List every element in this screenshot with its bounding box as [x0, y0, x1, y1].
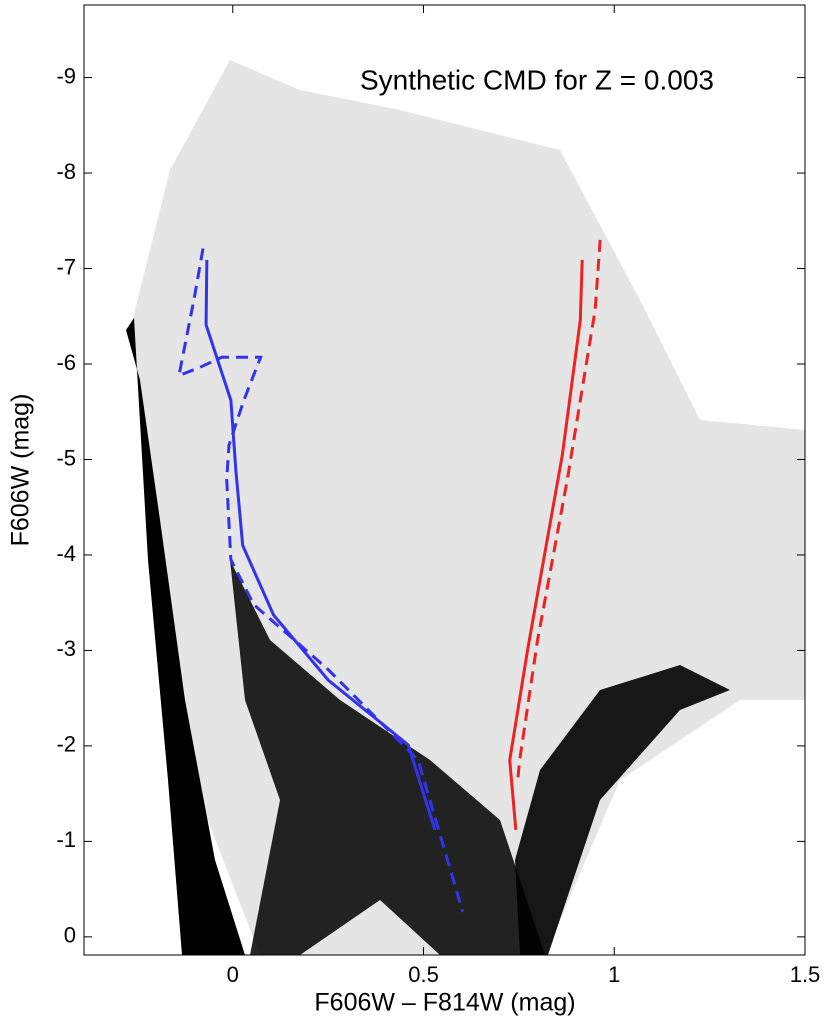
y-tick-label: -8	[56, 159, 76, 184]
y-tick-label: -4	[56, 541, 76, 566]
main-sequence	[126, 318, 245, 955]
isochrone-line	[176, 248, 465, 913]
isochrone-line	[516, 239, 602, 781]
y-tick-label: -2	[56, 732, 76, 757]
x-tick-label: 0	[227, 962, 239, 987]
x-tick-label: 1	[608, 962, 620, 987]
x-axis-label: F606W – F814W (mag)	[314, 989, 575, 1017]
giant-branch	[230, 560, 545, 955]
x-tick-label: 0.5	[408, 962, 439, 987]
y-tick-label: 0	[64, 923, 76, 948]
y-tick-label: -6	[56, 350, 76, 375]
x-tick-label: 1.5	[790, 962, 821, 987]
y-tick-label: -5	[56, 445, 76, 470]
annotation: Synthetic CMD for Z = 0.003	[360, 64, 714, 95]
y-tick-label: -9	[56, 63, 76, 88]
star-cloud	[126, 60, 805, 955]
y-axis-label: F606W (mag)	[7, 394, 35, 547]
red-clump	[515, 665, 730, 955]
isochrone-line	[508, 259, 584, 831]
y-tick-label: -1	[56, 827, 76, 852]
y-tick-label: -7	[56, 254, 76, 279]
y-tick-label: -3	[56, 636, 76, 661]
plot-frame	[83, 4, 806, 956]
